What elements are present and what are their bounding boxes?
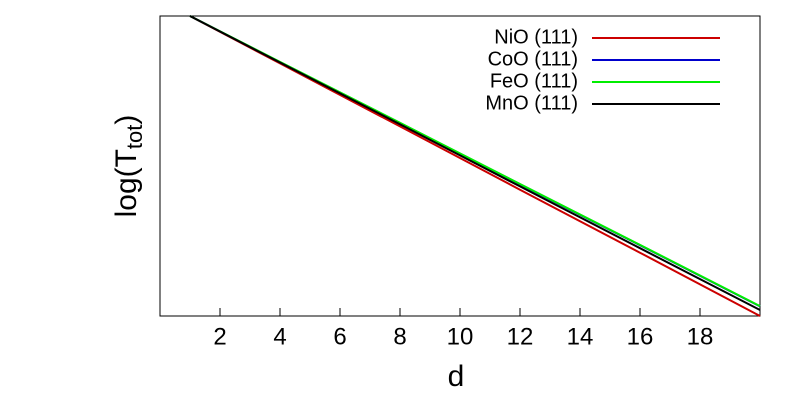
y-label-main: log(T [110,149,143,217]
x-tick-label: 8 [393,323,406,350]
y-label-close: ) [110,115,143,125]
legend-label: MnO (111) [485,92,578,114]
x-tick-label: 10 [447,323,474,350]
x-tick-label: 6 [333,323,346,350]
legend-label: CoO (111) [488,48,578,70]
y-label-sub: tot [122,125,147,149]
x-tick-label: 16 [627,323,654,350]
x-tick-label: 4 [273,323,286,350]
y-axis-label: log(Ttot) [110,115,147,218]
x-tick-label: 14 [567,323,594,350]
x-tick-label: 18 [687,323,714,350]
legend-label: FeO (111) [490,70,578,92]
x-axis-label: d [448,360,465,393]
x-tick-label: 2 [213,323,226,350]
x-tick-label: 12 [507,323,534,350]
legend-label: NiO (111) [494,26,578,48]
series-line [189,15,761,311]
